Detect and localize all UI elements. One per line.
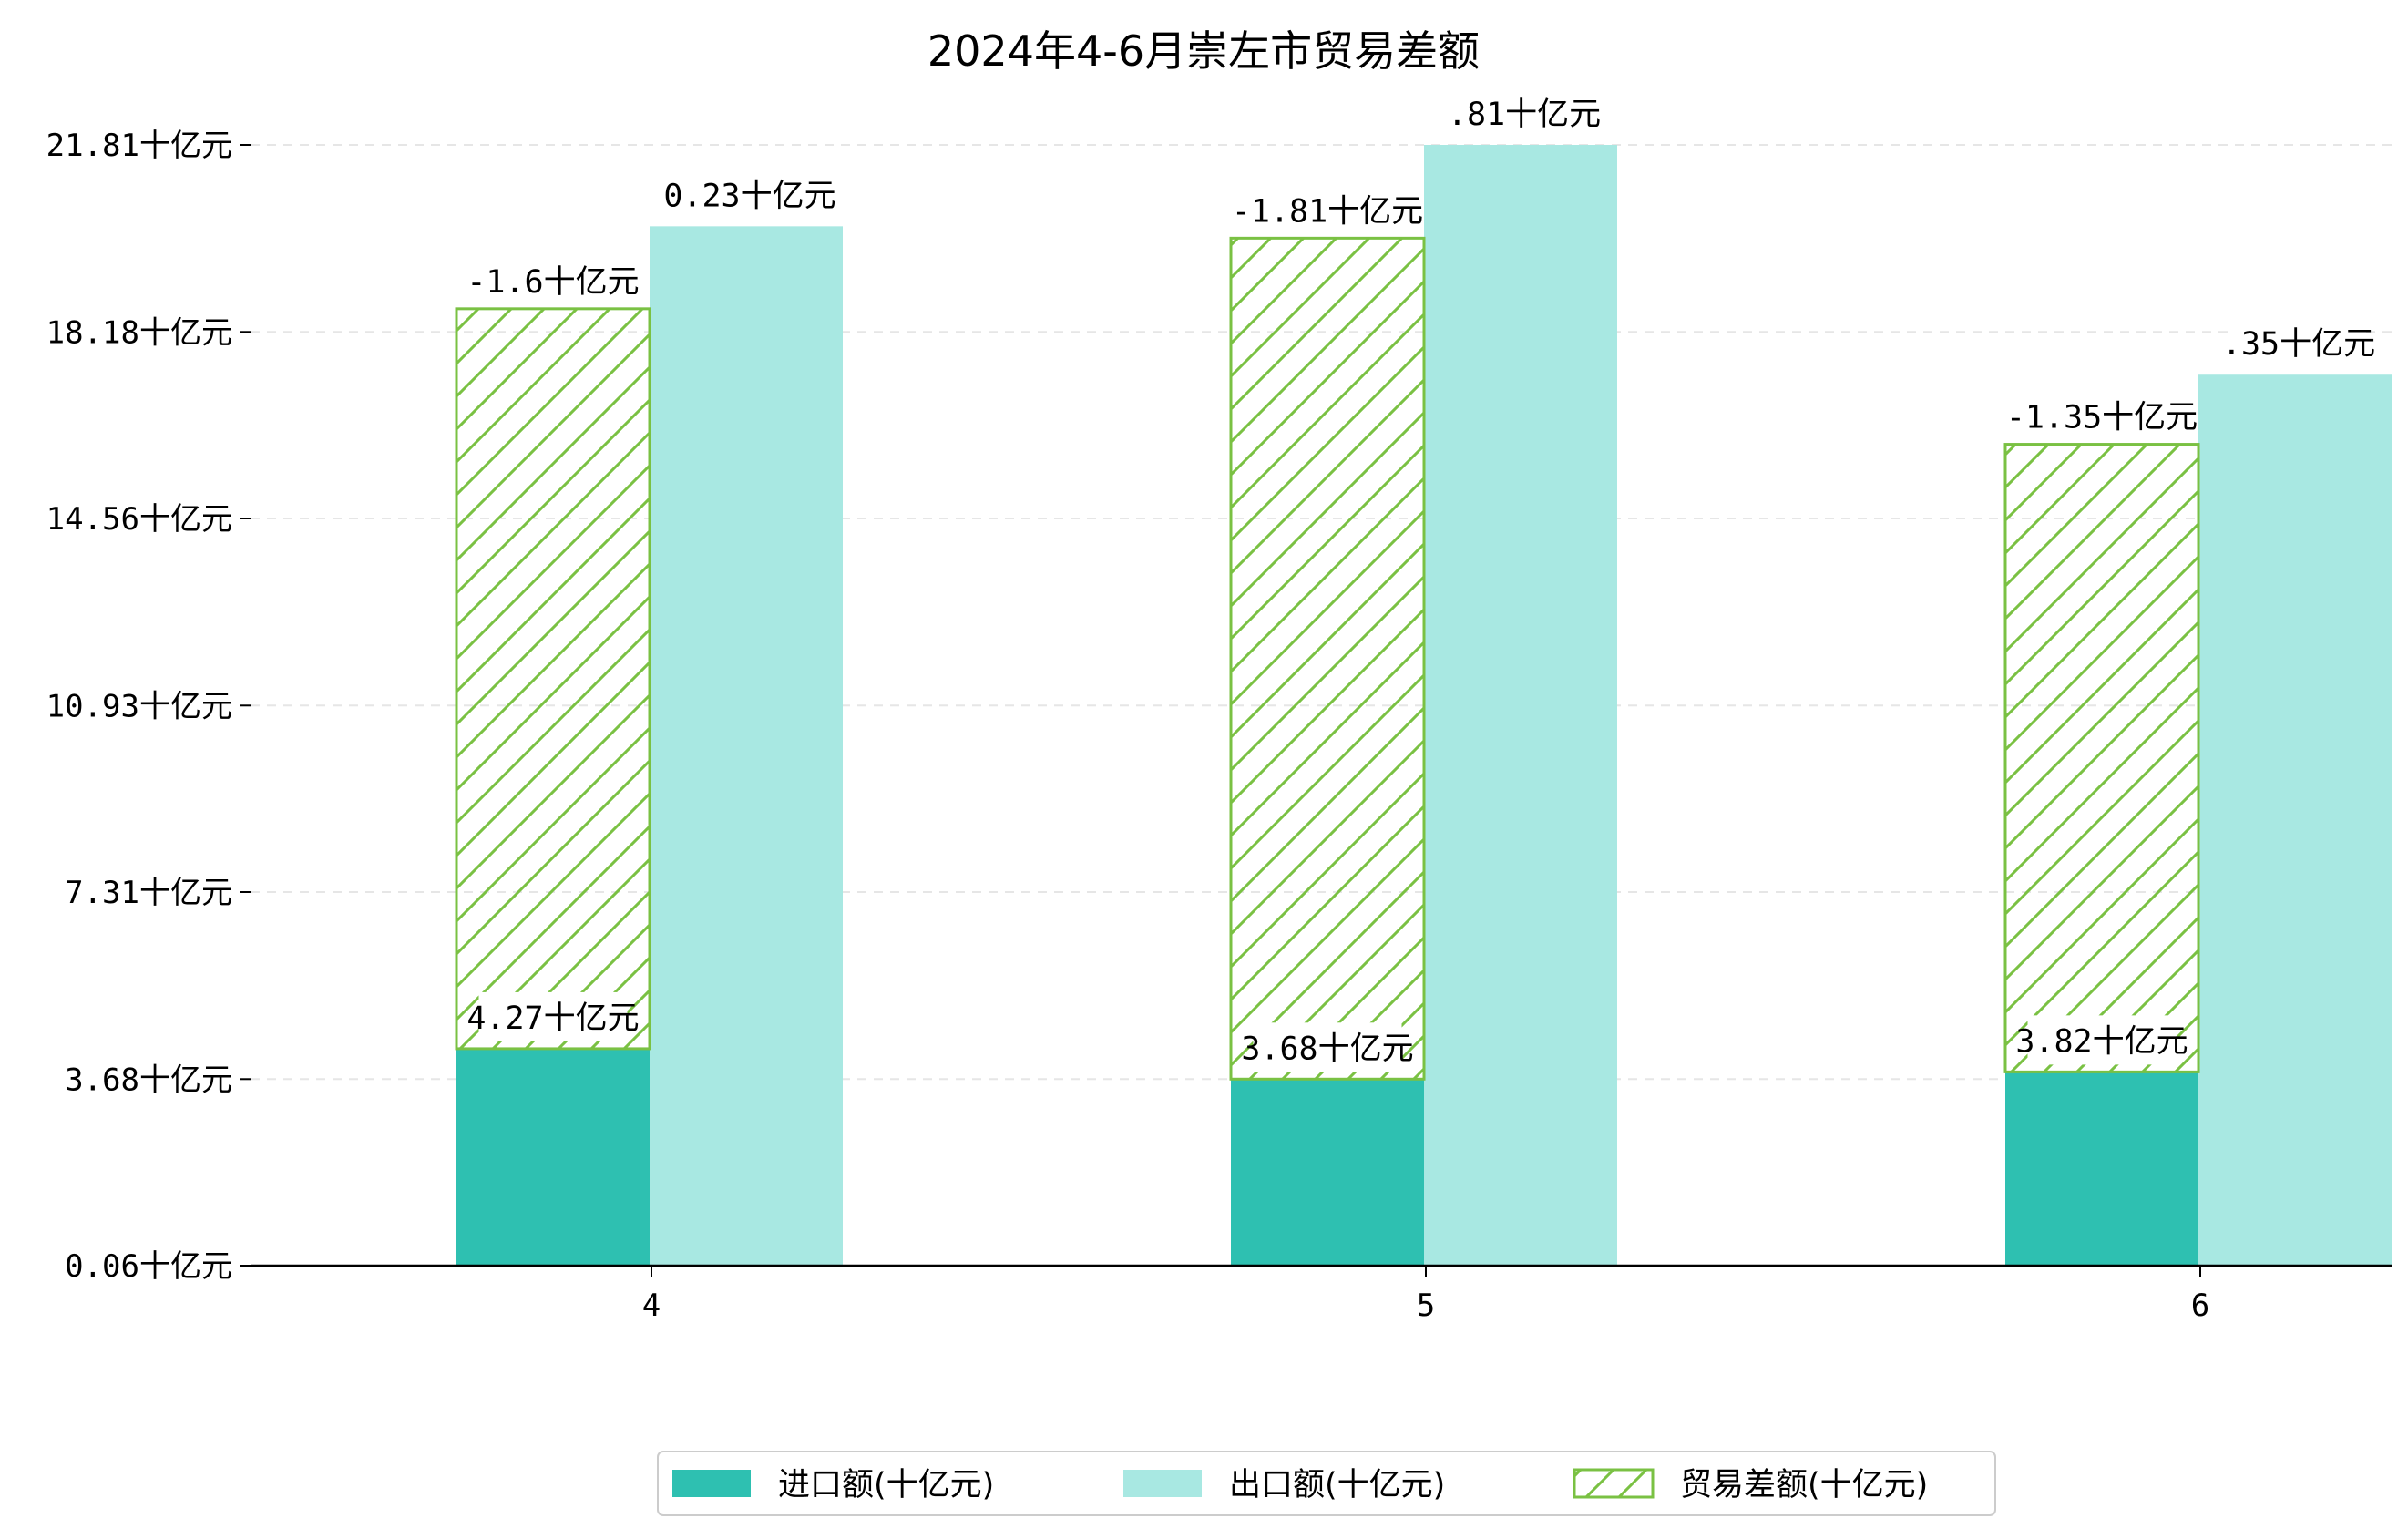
y-tick-label: 10.93十亿元 [46,688,232,724]
balance-data-label: -1.6十亿元 [466,255,640,305]
export-data-label: 0.23十亿元 [663,169,836,220]
legend-swatch [672,1470,751,1497]
data-label-text: .81十亿元 [1448,97,1601,133]
data-label-text: 0.23十亿元 [663,178,835,214]
export-data-label: .81十亿元 [1448,88,1601,138]
export-bar [2198,374,2392,1266]
bars-layer [455,145,2392,1267]
export-bar [1424,145,1617,1266]
chart-title: 2024年4-6月崇左市贸易差额 [927,26,1480,76]
data-label-text: 4.27十亿元 [466,1000,639,1037]
data-label-background [675,169,825,220]
y-tick-label: 14.56十亿元 [46,501,232,538]
legend-item: 出口额(十亿元) [1123,1467,1445,1503]
legend-swatch [1123,1470,1202,1497]
balance-data-label: -1.35十亿元 [2006,391,2198,441]
x-tick-label: 4 [642,1288,661,1324]
data-label-background [1253,1022,1402,1072]
import-bar [456,1048,650,1266]
data-label-text: 3.82十亿元 [2015,1023,2188,1060]
data-label-background [2019,391,2185,441]
data-label-background [1245,185,1410,235]
legend-box [657,1451,1996,1516]
x-tick-label: 6 [2191,1288,2209,1324]
legend-label: 出口额(十亿元) [1229,1467,1445,1503]
legend-item: 进口额(十亿元) [672,1467,994,1503]
data-label-background [2027,1015,2177,1065]
y-tick-label: 21.81十亿元 [46,128,232,164]
import-data-label: 3.68十亿元 [1241,1022,1414,1072]
balance-data-label: -1.81十亿元 [1232,185,1423,235]
data-label-text: -1.6十亿元 [466,264,639,301]
data-label-text: 3.68十亿元 [1241,1031,1413,1067]
import-data-label: 3.82十亿元 [2015,1015,2188,1065]
legend-label: 进口额(十亿元) [778,1467,994,1503]
export-bar [650,226,843,1267]
balance-bar [455,307,651,1051]
data-label-text: .35十亿元 [2222,326,2375,363]
balance-bar [2003,443,2200,1073]
import-data-label: 4.27十亿元 [466,991,640,1041]
data-label-background [478,255,628,305]
legend-item: 贸易差额(十亿元) [1573,1467,1928,1503]
y-tick-label: 7.31十亿元 [65,875,232,911]
legend-swatch [1573,1468,1655,1499]
data-label-background [1459,88,1590,138]
y-tick-label: 18.18十亿元 [46,314,232,351]
legend: 进口额(十亿元) 出口额(十亿元) 贸易差额(十亿元) [657,1451,1996,1516]
data-labels: -1.6十亿元 0.23十亿元 4.27十亿元 -1.81十亿元 .81十亿元 3.68十… [466,88,2375,1072]
x-tick-label: 5 [1417,1288,1435,1324]
y-tick-label: 3.68十亿元 [65,1062,232,1098]
import-bar [1231,1079,1424,1266]
legend-label: 贸易差额(十亿元) [1680,1467,1928,1503]
axes: 0.06十亿元 3.68十亿元 7.31十亿元 10.93十亿元 14.56十亿元 18.… [46,128,2392,1324]
export-data-label: .35十亿元 [2222,318,2375,368]
data-label-text: -1.81十亿元 [1232,193,1423,230]
balance-bar [1229,236,1426,1081]
import-bar [2005,1072,2198,1266]
data-label-background [2233,318,2364,368]
data-label-text: -1.35十亿元 [2006,400,2198,436]
data-label-background [478,991,628,1041]
y-tick-label: 0.06十亿元 [65,1248,232,1285]
